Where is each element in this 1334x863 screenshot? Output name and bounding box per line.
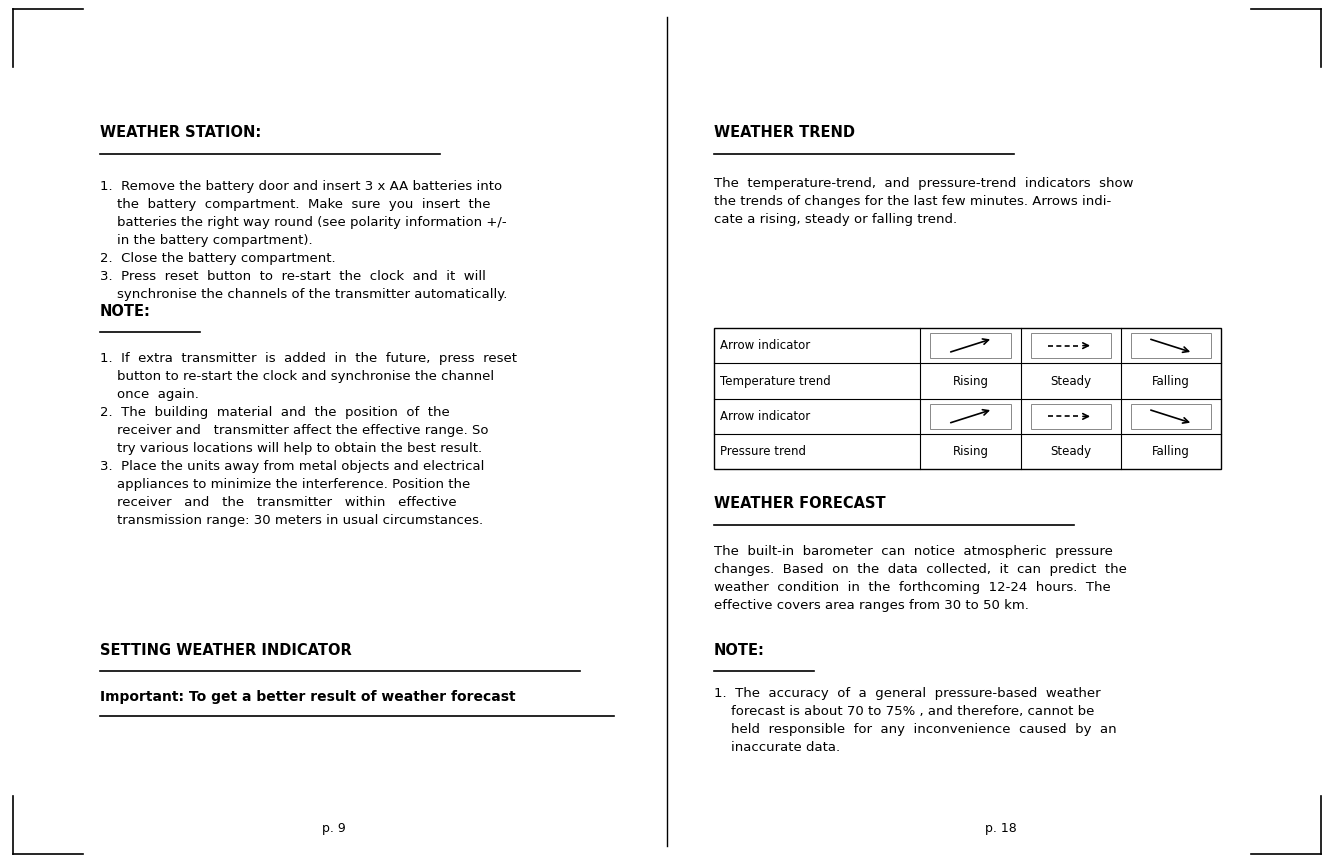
Text: 1.  Remove the battery door and insert 3 x AA batteries into
    the  battery  c: 1. Remove the battery door and insert 3 … [100, 180, 507, 300]
Text: SETTING WEATHER INDICATOR: SETTING WEATHER INDICATOR [100, 643, 352, 658]
Text: Steady: Steady [1050, 375, 1091, 387]
Text: NOTE:: NOTE: [100, 304, 151, 318]
Text: Arrow indicator: Arrow indicator [720, 339, 811, 352]
Text: Temperature trend: Temperature trend [720, 375, 831, 387]
Text: p. 9: p. 9 [321, 822, 346, 835]
Text: Falling: Falling [1151, 445, 1190, 458]
Text: WEATHER FORECAST: WEATHER FORECAST [714, 496, 886, 511]
Text: The  built-in  barometer  can  notice  atmospheric  pressure
changes.  Based  on: The built-in barometer can notice atmosp… [714, 545, 1127, 613]
Text: The  temperature-trend,  and  pressure-trend  indicators  show
the trends of cha: The temperature-trend, and pressure-tren… [714, 177, 1133, 226]
Text: Important: To get a better result of weather forecast: Important: To get a better result of wea… [100, 690, 516, 704]
Text: Falling: Falling [1151, 375, 1190, 387]
Text: Steady: Steady [1050, 445, 1091, 458]
Text: Pressure trend: Pressure trend [720, 445, 806, 458]
Text: Rising: Rising [952, 375, 988, 387]
Bar [714, 328, 1221, 469]
Text: 1.  If  extra  transmitter  is  added  in  the  future,  press  reset
    button: 1. If extra transmitter is added in the … [100, 352, 518, 527]
Text: NOTE:: NOTE: [714, 643, 764, 658]
Bar [1130, 404, 1211, 429]
Bar [1030, 404, 1110, 429]
Text: 1.  The  accuracy  of  a  general  pressure-based  weather
    forecast is about: 1. The accuracy of a general pressure-ba… [714, 687, 1117, 754]
Text: p. 18: p. 18 [984, 822, 1017, 835]
Text: WEATHER STATION:: WEATHER STATION: [100, 125, 261, 140]
Text: Arrow indicator: Arrow indicator [720, 410, 811, 423]
Bar [931, 333, 1011, 358]
Bar [931, 404, 1011, 429]
Text: WEATHER TREND: WEATHER TREND [714, 125, 855, 140]
Text: Rising: Rising [952, 445, 988, 458]
Bar [1030, 333, 1110, 358]
Bar [1130, 333, 1211, 358]
